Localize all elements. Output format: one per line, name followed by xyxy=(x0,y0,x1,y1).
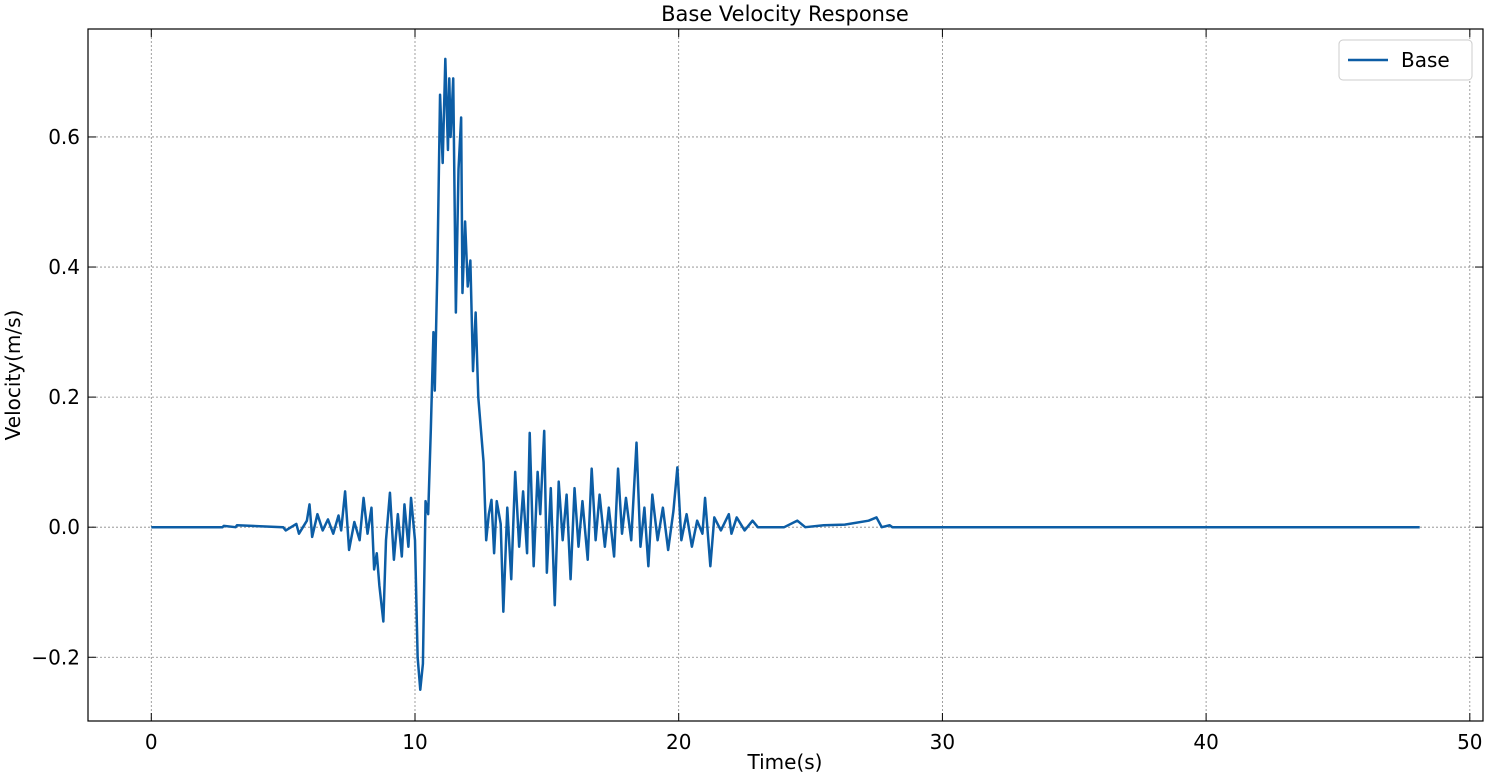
y-tick-label: 0.0 xyxy=(48,515,80,539)
y-tick-label: −0.2 xyxy=(31,645,80,669)
legend-box xyxy=(1338,39,1473,81)
data-line xyxy=(151,57,1420,692)
x-tick-label: 10 xyxy=(402,730,427,754)
x-axis-label: Time(s) xyxy=(747,750,823,774)
y-tick-label: 0.2 xyxy=(48,385,80,409)
y-tick-label: 0.6 xyxy=(48,125,80,149)
legend-label: Base xyxy=(1401,48,1450,72)
y-axis-label: Velocity(m/s) xyxy=(1,310,25,441)
y-tick-label: 0.4 xyxy=(48,255,80,279)
chart-title: Base Velocity Response xyxy=(661,2,909,26)
x-tick-label: 30 xyxy=(930,730,955,754)
plot-frame xyxy=(87,28,1484,722)
x-tick-label: 20 xyxy=(666,730,691,754)
x-tick-label: 0 xyxy=(145,730,158,754)
x-tick-label: 50 xyxy=(1457,730,1482,754)
x-tick-label: 40 xyxy=(1193,730,1218,754)
